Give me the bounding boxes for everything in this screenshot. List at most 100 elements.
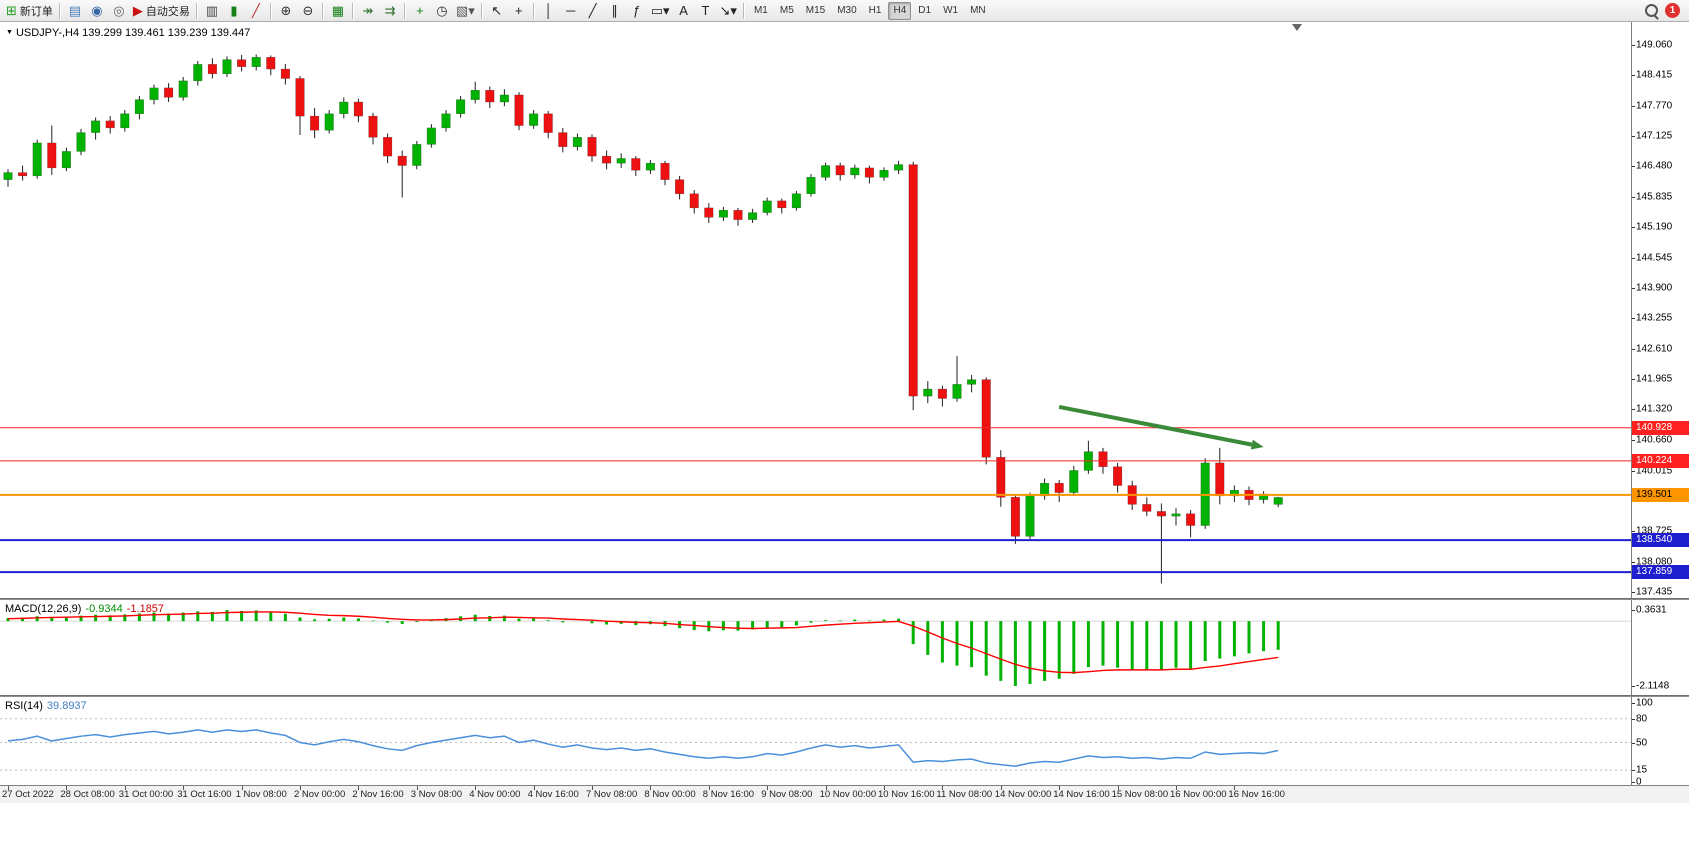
rsi-label-row: RSI(14) 39.8937 <box>5 700 91 712</box>
toolbar-separator <box>321 2 324 19</box>
text-icon[interactable]: A <box>674 2 694 20</box>
broadcast-icon[interactable]: ◎ <box>109 2 129 20</box>
clock-icon[interactable]: ◷ <box>432 2 452 20</box>
time-tick: 31 Oct 16:00 <box>177 789 232 800</box>
channel-icon[interactable]: ∥ <box>605 2 625 20</box>
line-chart-icon[interactable]: ╱ <box>246 2 266 20</box>
rsi-tick: 0 <box>1636 776 1642 788</box>
price-tick: 147.770 <box>1636 100 1673 112</box>
macd-signal-line <box>7 611 1279 674</box>
tf-h1[interactable]: H1 <box>868 5 882 16</box>
channel-icon: ∥ <box>611 2 618 18</box>
new-chart-icon[interactable]: + <box>410 2 430 20</box>
tf-w1[interactable]: W1 <box>943 5 959 16</box>
time-tick: 4 Nov 00:00 <box>469 789 521 800</box>
cursor-icon[interactable]: ↖ <box>487 2 507 20</box>
macd-label-row: MACD(12,26,9) -0.9344 -1.1857 <box>5 603 168 615</box>
zoom-out-icon[interactable]: ⊖ <box>298 2 318 20</box>
price-scale[interactable]: 149.060 148.415 147.770 147.125 146.480 145.8… <box>1631 22 1689 598</box>
time-tick: 16 Nov 16:00 <box>1228 789 1285 800</box>
price-tick: 141.320 <box>1636 403 1673 415</box>
rsi-panel[interactable]: RSI(14) 39.8937 <box>0 697 1631 785</box>
time-axis[interactable]: 27 Oct 2022 28 Oct 08:00 31 Oct 00:00 31 Oc… <box>0 785 1689 803</box>
time-tick: 16 Nov 00:00 <box>1170 789 1227 800</box>
label-icon[interactable]: T <box>696 2 716 20</box>
chart-window-icon: ▤ <box>68 2 82 18</box>
price-tick: 137.435 <box>1636 586 1673 598</box>
crosshair-icon: + <box>514 2 523 18</box>
new-order-button-label: 新订单 <box>19 5 53 18</box>
price-tick: 145.835 <box>1636 191 1673 203</box>
time-tick: 8 Nov 16:00 <box>702 789 755 800</box>
price-badge-140.928: 140.928 <box>1632 420 1689 435</box>
tf-m1[interactable]: M1 <box>753 5 768 16</box>
search-icon[interactable] <box>1645 4 1658 17</box>
tf-h4[interactable]: H4 <box>888 1 912 20</box>
tf-m15[interactable]: M15 <box>805 5 826 16</box>
macd-signal-value: -1.1857 <box>126 603 165 615</box>
chart-shift-icon[interactable]: ⇉ <box>380 2 400 20</box>
autotrading-button-label: 自动交易 <box>145 5 190 18</box>
zoom-in-icon[interactable]: ⊕ <box>276 2 296 20</box>
templates-icon[interactable]: ▧▾ <box>454 2 477 20</box>
price-badge-140.224: 140.224 <box>1632 453 1689 468</box>
tf-mn[interactable]: MN <box>970 5 986 16</box>
rsi-tick: 50 <box>1636 737 1648 748</box>
price-shift-marker[interactable] <box>1292 24 1302 31</box>
time-tick: 2 Nov 16:00 <box>352 789 404 800</box>
main-chart-panel[interactable]: ▼ USDJPY-,H4 139.299 139.461 139.239 139.… <box>0 22 1631 598</box>
macd-scale[interactable]: 0.3631 -2.1148 <box>1631 600 1689 695</box>
time-tick: 1 Nov 08:00 <box>235 789 287 800</box>
chart-window: ▼ USDJPY-,H4 139.299 139.461 139.239 139.… <box>0 22 1689 863</box>
tf-m30[interactable]: M30 <box>837 5 857 16</box>
price-tick: 138.080 <box>1636 556 1673 568</box>
candlestick-icon[interactable]: ▮ <box>224 2 244 20</box>
time-tick: 31 Oct 00:00 <box>118 789 174 800</box>
toolbar-separator <box>351 2 354 19</box>
price-tick: 140.660 <box>1636 434 1673 446</box>
autotrading-button[interactable]: ▶ 自动交易 <box>131 2 192 20</box>
clock-icon: ◷ <box>436 2 448 18</box>
chart-window-icon[interactable]: ▤ <box>65 2 85 20</box>
trendline-icon[interactable]: ╱ <box>583 2 603 20</box>
rsi-label: RSI(14) <box>5 700 43 712</box>
price-tick: 141.965 <box>1636 373 1673 385</box>
toolbar-separator <box>58 2 61 19</box>
tf-d1[interactable]: D1 <box>918 5 932 16</box>
time-tick: 14 Nov 00:00 <box>994 789 1052 800</box>
price-tick: 147.125 <box>1636 130 1673 142</box>
price-tick: 148.415 <box>1636 69 1673 81</box>
bar-chart-icon[interactable]: ▥ <box>202 2 222 20</box>
cursor-icon: ↖ <box>491 2 503 18</box>
price-tick: 149.060 <box>1636 39 1673 51</box>
rsi-value: 39.8937 <box>46 700 87 712</box>
tf-m5[interactable]: M5 <box>779 5 794 16</box>
notification-badge[interactable]: 1 <box>1665 3 1680 18</box>
panel-separator-macd[interactable] <box>0 598 1689 600</box>
crosshair-icon[interactable]: + <box>509 2 529 20</box>
time-tick: 27 Oct 2022 <box>2 789 54 800</box>
tile-windows-icon[interactable]: ▦ <box>328 2 348 20</box>
trend-arrow[interactable] <box>1058 404 1253 447</box>
time-tick: 11 Nov 08:00 <box>936 789 993 800</box>
new-chart-icon: + <box>416 2 424 18</box>
autotrading-icon: ▶ <box>132 2 143 18</box>
macd-tick: -2.1148 <box>1636 680 1670 692</box>
rsi-scale[interactable]: 100 80 50 15 0 <box>1631 697 1689 788</box>
templates-icon: ▧▾ <box>455 2 475 18</box>
chart-title: ▼ USDJPY-,H4 139.299 139.461 139.239 139.… <box>6 27 250 39</box>
panel-separator-rsi[interactable] <box>0 695 1689 697</box>
horizontal-line-icon: ─ <box>566 2 576 18</box>
globe-icon[interactable]: ◉ <box>87 2 107 20</box>
macd-panel[interactable]: MACD(12,26,9) -0.9344 -1.1857 <box>0 600 1631 695</box>
vertical-line-icon[interactable]: │ <box>539 2 559 20</box>
new-order-button[interactable]: ⊞ 新订单 <box>4 2 55 20</box>
arrows-icon[interactable]: ↘▾ <box>718 2 739 20</box>
horizontal-line-icon[interactable]: ─ <box>561 2 581 20</box>
shapes-icon[interactable]: ▭▾ <box>649 2 672 20</box>
auto-scroll-icon[interactable]: ↠ <box>358 2 378 20</box>
time-tick: 7 Nov 08:00 <box>586 789 638 800</box>
fibonacci-icon[interactable]: ƒ <box>627 2 647 20</box>
ohlc-marker-icon[interactable]: ▼ <box>6 29 13 36</box>
toolbar: ⊞ 新订单 ▤ ◉ ◎ ▶ 自动交易 ▥ ▮ ╱ ⊕ ⊖ ▦ ↠ ⇉ + ◷ ▧▾ ↖ + │ ─ ╱ ∥ ƒ ▭▾ A T ↘▾ M1 M… <box>0 0 1689 22</box>
